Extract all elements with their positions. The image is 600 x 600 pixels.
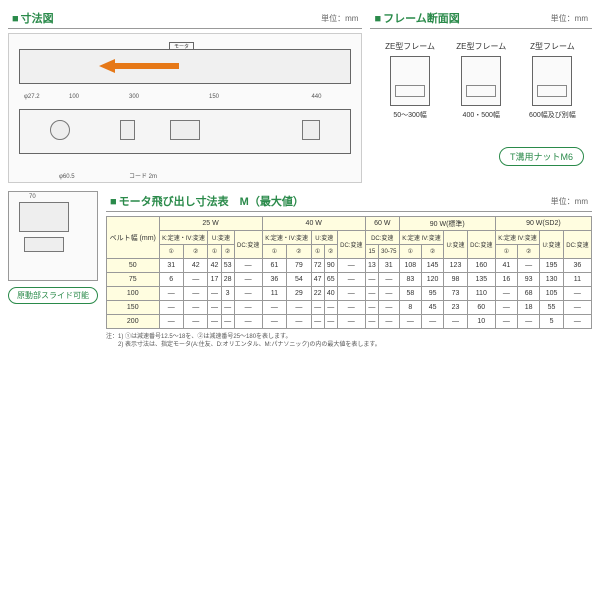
frame-name-2: Z型フレーム xyxy=(517,41,588,52)
frame-unit: 単位：mm xyxy=(551,13,588,24)
motor-table: ベルト幅 (mm) 25 W 40 W 60 W 90 W(標準) 90 W(S… xyxy=(106,216,592,329)
frame-title: フレーム断面図 xyxy=(374,10,459,26)
dimension-drawing: モータ φ27.2 100 300 150 440 φ60.5 コード 2m xyxy=(8,33,362,183)
frame-cap-0: 50～300幅 xyxy=(374,110,445,120)
t-nut-badge: T溝用ナットM6 xyxy=(499,147,584,166)
frame-name-1: ZE型フレーム xyxy=(446,41,517,52)
frame-cap-1: 400・500幅 xyxy=(446,110,517,120)
dimensions-title: 寸法図 xyxy=(12,10,54,26)
frame-name-0: ZE型フレーム xyxy=(374,41,445,52)
dimensions-unit: 単位：mm xyxy=(321,13,358,24)
table-unit: 単位：mm xyxy=(551,196,588,207)
slide-diagram: 70 xyxy=(8,191,98,281)
table-title: モータ飛び出し寸法表 M（最大値） xyxy=(110,193,304,209)
frame-cap-2: 600幅及び別幅 xyxy=(517,110,588,120)
table-notes: 注：1) ①は減速番号12.5～18を、②は減速番号25～180を表します。 2… xyxy=(106,333,592,350)
direction-arrow xyxy=(99,59,179,73)
slide-badge: 原動部スライド可能 xyxy=(8,287,98,304)
belt-header: ベルト幅 (mm) xyxy=(107,217,160,259)
frame-drawings: ZE型フレーム 50～300幅 ZE型フレーム 400・500幅 Z型フレーム … xyxy=(370,33,592,143)
